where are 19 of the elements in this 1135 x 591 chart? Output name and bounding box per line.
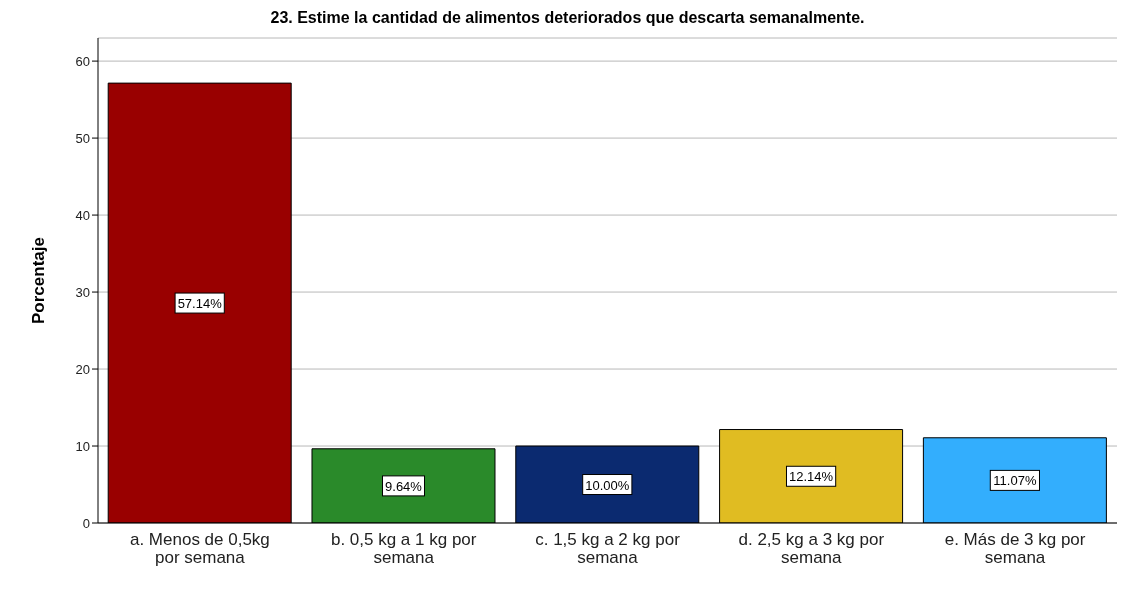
data-label: 9.64% xyxy=(385,478,423,494)
chart-title: 23. Estime la cantidad de alimentos deteriorados que descarta semanalmente. xyxy=(269,8,866,28)
data-label: 57.14% xyxy=(177,296,223,312)
x-tick-label: c. 1,5 kg a 2 kg por semana xyxy=(535,530,681,567)
y-tick-label: 30 xyxy=(75,284,90,300)
data-label: 10.00% xyxy=(585,477,630,493)
data-label: 12.14% xyxy=(789,469,834,485)
y-tick-label: 10 xyxy=(75,438,90,454)
x-tick-label: d. 2,5 kg a 3 kg por semana xyxy=(738,530,885,567)
y-axis-title: Porcentaje xyxy=(29,237,49,324)
y-tick-label: 40 xyxy=(75,207,90,223)
x-tick-label: a. Menos de 0,5kg por semana xyxy=(129,530,270,567)
y-tick-label: 60 xyxy=(75,53,90,69)
y-tick-label: 20 xyxy=(75,361,90,377)
y-tick-label: 50 xyxy=(75,130,90,146)
data-label: 11.07% xyxy=(993,473,1037,489)
x-tick-label: e. Más de 3 kg por semana xyxy=(944,530,1086,567)
y-tick-label: 0 xyxy=(82,515,90,531)
x-tick-label: b. 0,5 kg a 1 kg por semana xyxy=(330,530,477,567)
